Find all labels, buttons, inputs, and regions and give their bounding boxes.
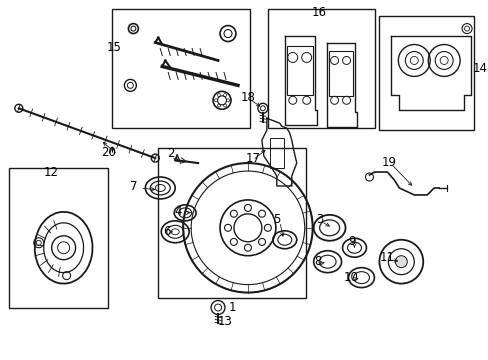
Text: 14: 14 bbox=[471, 62, 487, 75]
Text: 19: 19 bbox=[381, 156, 396, 168]
Bar bbox=[269, 138, 283, 168]
Text: 7: 7 bbox=[129, 180, 137, 193]
Circle shape bbox=[230, 210, 237, 217]
Circle shape bbox=[258, 238, 265, 246]
Circle shape bbox=[230, 238, 237, 246]
Text: 13: 13 bbox=[217, 315, 232, 328]
Text: 3: 3 bbox=[315, 213, 323, 226]
Text: 4: 4 bbox=[174, 205, 182, 219]
Text: 5: 5 bbox=[273, 213, 280, 226]
Text: 17: 17 bbox=[245, 152, 260, 165]
Circle shape bbox=[264, 224, 271, 231]
Text: 10: 10 bbox=[344, 271, 358, 284]
Text: 16: 16 bbox=[311, 6, 326, 19]
Circle shape bbox=[258, 210, 265, 217]
Text: 18: 18 bbox=[240, 91, 255, 104]
Bar bbox=[112, 9, 249, 128]
Text: 12: 12 bbox=[43, 166, 58, 179]
Bar bbox=[328, 50, 352, 96]
Circle shape bbox=[244, 204, 251, 211]
Bar bbox=[286, 45, 312, 95]
Text: 1: 1 bbox=[228, 301, 235, 314]
Circle shape bbox=[244, 244, 251, 251]
Circle shape bbox=[395, 256, 407, 268]
Bar bbox=[379, 15, 473, 130]
Circle shape bbox=[224, 224, 231, 231]
Bar bbox=[388, 28, 468, 113]
Text: 20: 20 bbox=[101, 145, 116, 159]
Text: 9: 9 bbox=[347, 235, 355, 248]
Bar bbox=[267, 9, 375, 128]
Text: 11: 11 bbox=[379, 251, 394, 264]
Bar bbox=[9, 168, 108, 307]
Text: 8: 8 bbox=[313, 255, 321, 268]
Text: 15: 15 bbox=[107, 41, 122, 54]
Text: 6: 6 bbox=[163, 225, 171, 238]
Text: 2: 2 bbox=[167, 147, 175, 159]
Bar bbox=[158, 148, 305, 298]
